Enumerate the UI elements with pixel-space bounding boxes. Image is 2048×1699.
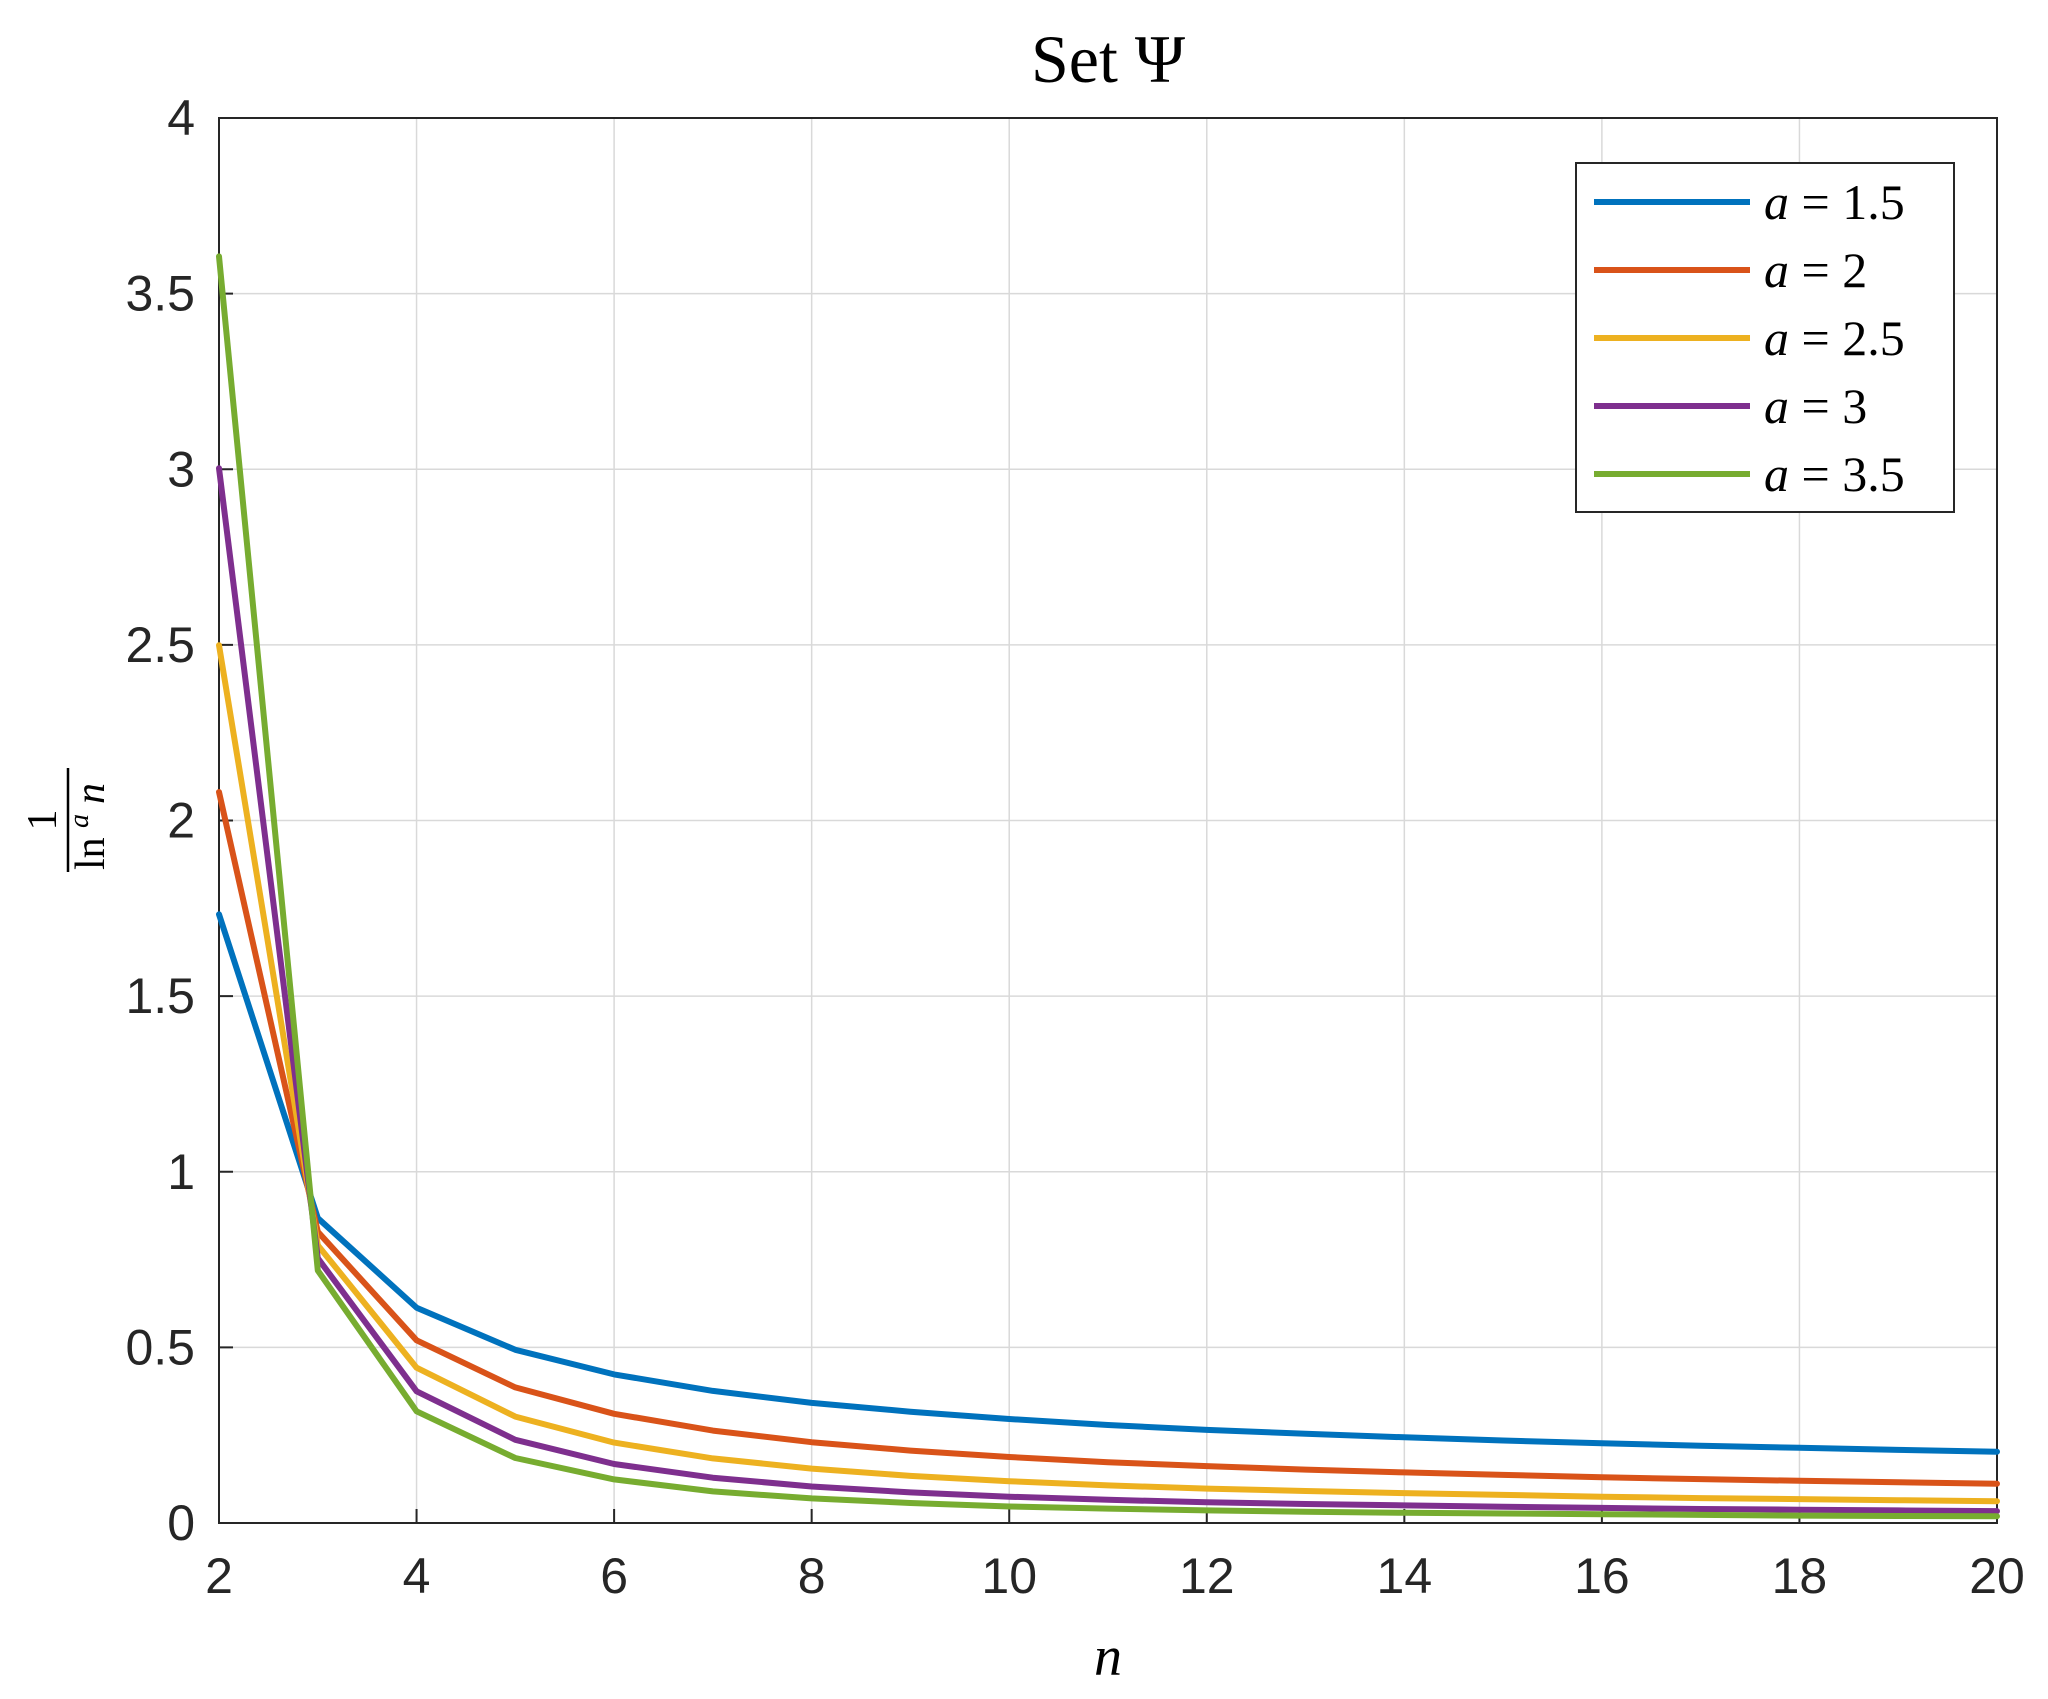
y-tick-label: 2 bbox=[167, 793, 195, 849]
x-tick-label: 10 bbox=[981, 1548, 1037, 1604]
series-line-4 bbox=[216, 465, 2000, 1515]
legend-label-2: a = 2 bbox=[1764, 242, 1867, 298]
legend-label-5: a = 3.5 bbox=[1764, 446, 1905, 502]
x-tick-label: 4 bbox=[403, 1548, 431, 1604]
x-tick-label: 12 bbox=[1179, 1548, 1235, 1604]
x-tick-label: 18 bbox=[1772, 1548, 1828, 1604]
y-axis-label-numerator: 1 bbox=[20, 810, 66, 831]
y-tick-label: 2.5 bbox=[125, 617, 195, 673]
series-line-2 bbox=[216, 789, 2000, 1487]
x-tick-label: 20 bbox=[1969, 1548, 2025, 1604]
series-line-5 bbox=[216, 253, 2000, 1520]
x-tick-label: 6 bbox=[600, 1548, 628, 1604]
y-tick-label: 1 bbox=[167, 1144, 195, 1200]
y-tick-label: 3.5 bbox=[125, 266, 195, 322]
series-lines bbox=[216, 253, 2000, 1520]
x-tick-label: 2 bbox=[205, 1548, 233, 1604]
y-tick-label: 0 bbox=[167, 1495, 195, 1551]
axis-ticks: 2 4 6 8 10 12 14 16 18 20 0 0.5 1 1.5 2 2.5 3 3.5 4 bbox=[125, 90, 2024, 1604]
x-axis-label: n bbox=[1094, 1626, 1122, 1688]
y-tick-label: 4 bbox=[167, 90, 195, 146]
y-axis-label-exponent: a bbox=[64, 814, 95, 828]
y-axis-label: 1 ln a n bbox=[20, 768, 114, 872]
series-line-3 bbox=[216, 642, 2000, 1505]
y-tick-label: 3 bbox=[167, 441, 195, 497]
x-tick-label: 8 bbox=[798, 1548, 826, 1604]
legend-label-4: a = 3 bbox=[1764, 378, 1867, 434]
legend: a = 1.5 a = 2 a = 2.5 a = 3 a = 3.5 bbox=[1575, 162, 1955, 513]
chart-title: Set Ψ bbox=[1031, 21, 1185, 97]
y-tick-label: 0.5 bbox=[125, 1319, 195, 1375]
y-axis-label-variable: n bbox=[68, 783, 114, 804]
legend-label-1: a = 1.5 bbox=[1764, 174, 1905, 230]
legend-label-3: a = 2.5 bbox=[1764, 310, 1905, 366]
x-tick-label: 14 bbox=[1377, 1548, 1433, 1604]
series-line-1 bbox=[216, 911, 2000, 1455]
y-tick-label: 1.5 bbox=[125, 968, 195, 1024]
x-tick-label: 16 bbox=[1574, 1548, 1630, 1604]
y-axis-label-ln: ln bbox=[68, 837, 114, 870]
